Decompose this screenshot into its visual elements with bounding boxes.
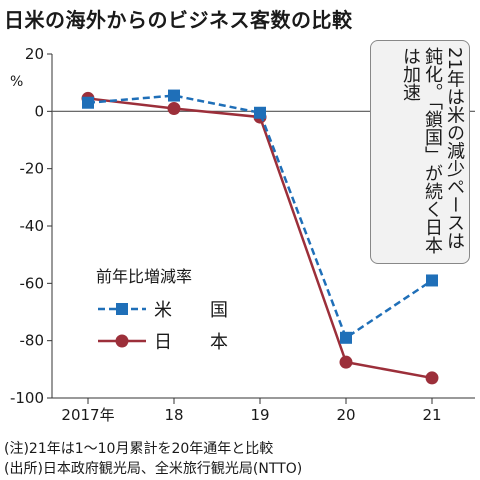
series-layer bbox=[81, 89, 439, 385]
x-tick-group: 2017年 18 19 20 21 bbox=[61, 398, 442, 424]
data-point-us bbox=[340, 331, 352, 344]
legend-marker-japan bbox=[115, 334, 129, 348]
y-tick-label: 0 bbox=[34, 102, 44, 120]
legend-title: 前年比増減率 bbox=[96, 267, 193, 286]
data-point-us bbox=[254, 106, 266, 119]
chart-title: 日米の海外からのビジネス客数の比較 bbox=[4, 8, 353, 32]
x-tick-label: 18 bbox=[164, 406, 183, 424]
annotation-box: 21年は米の減少ペースは鈍化。「鎖国」が続く日本は加速 bbox=[370, 40, 470, 264]
legend-item-japan: 日 本 bbox=[96, 328, 236, 354]
data-point-japan bbox=[425, 371, 439, 385]
data-point-japan bbox=[339, 355, 353, 369]
legend-label-us: 米 国 bbox=[154, 300, 238, 321]
x-tick-label: 21 bbox=[422, 406, 441, 424]
legend-marker-us bbox=[116, 303, 128, 315]
footnote: (注)21年は1〜10月累計を20年通年と比較 bbox=[4, 441, 274, 457]
y-tick-label: -40 bbox=[20, 217, 45, 235]
y-tick-label: -100 bbox=[10, 389, 44, 407]
y-tick-label: -60 bbox=[20, 274, 45, 292]
y-tick-group: 20 0 -20 -40 -60 -80 -100 bbox=[10, 45, 52, 407]
y-tick-label: -80 bbox=[20, 332, 45, 350]
data-point-japan bbox=[167, 101, 181, 115]
data-point-us bbox=[426, 274, 438, 287]
x-tick-label: 2017年 bbox=[61, 406, 114, 424]
y-tick-label: -20 bbox=[20, 160, 45, 178]
legend-item-us: 米 国 bbox=[96, 296, 236, 322]
data-point-us bbox=[82, 96, 94, 109]
x-tick-label: 20 bbox=[336, 406, 355, 424]
y-tick-label: 20 bbox=[25, 45, 44, 63]
legend-marks bbox=[98, 303, 146, 348]
x-tick-label: 19 bbox=[250, 406, 269, 424]
series-line-us bbox=[87, 94, 433, 340]
legend-label-japan: 日 本 bbox=[154, 332, 238, 353]
annotation-text: 21年は米の減少ペースは鈍化。「鎖国」が続く日本は加速 bbox=[400, 47, 465, 254]
source-note: (出所)日本政府観光局、全米旅行観光局(NTTO) bbox=[4, 461, 303, 477]
data-point-us bbox=[168, 89, 180, 102]
y-unit-label: % bbox=[10, 74, 23, 90]
